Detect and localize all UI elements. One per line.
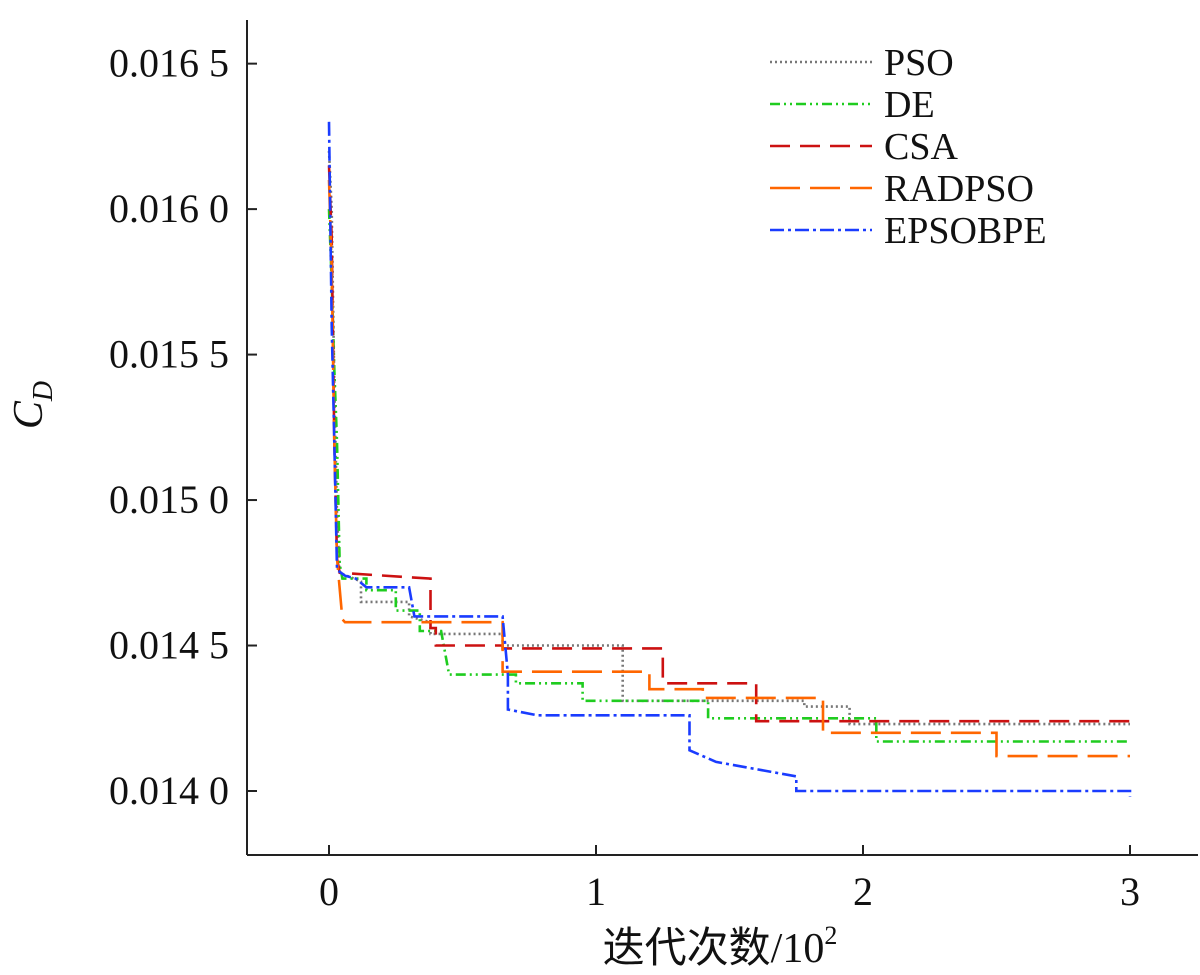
x-axis-title-main: 迭代次数/10 (603, 926, 825, 972)
y-tick-label: 0.015 0 (109, 477, 229, 522)
x-tick-label: 1 (586, 869, 606, 914)
series-line-epsobpe (327, 121, 1132, 797)
y-tick-label: 0.014 0 (109, 768, 229, 813)
y-axis-title-main: C (6, 400, 52, 429)
y-tick-label: 0.015 5 (109, 332, 229, 377)
x-axis-title-superscript: 2 (824, 921, 837, 950)
axes (246, 20, 1198, 856)
legend-label: CSA (884, 126, 958, 168)
series-group (327, 121, 1132, 797)
series-line-radpso (327, 179, 1130, 758)
legend-label: PSO (884, 42, 954, 84)
series-line-de (327, 209, 1130, 743)
y-axis-title-subscript: D (28, 381, 59, 402)
legend-label: EPSOBPE (884, 210, 1047, 252)
x-tick-label: 0 (319, 869, 339, 914)
legend-label: RADPSO (884, 168, 1034, 210)
x-tick-label: 3 (1120, 869, 1140, 914)
x-axis-title: 迭代次数/102 (603, 921, 838, 972)
legend-label: DE (884, 84, 935, 126)
y-ticks: 0.014 0 0.014 5 0.015 0 0.015 5 0.016 0 0.016… (109, 41, 257, 813)
y-tick-label: 0.016 5 (109, 41, 229, 86)
y-axis-title: CD (6, 381, 59, 429)
x-tick-label: 2 (853, 869, 873, 914)
y-tick-label: 0.014 5 (109, 623, 229, 668)
y-tick-label: 0.016 0 (109, 186, 229, 231)
x-ticks: 0 1 2 3 (319, 845, 1140, 914)
